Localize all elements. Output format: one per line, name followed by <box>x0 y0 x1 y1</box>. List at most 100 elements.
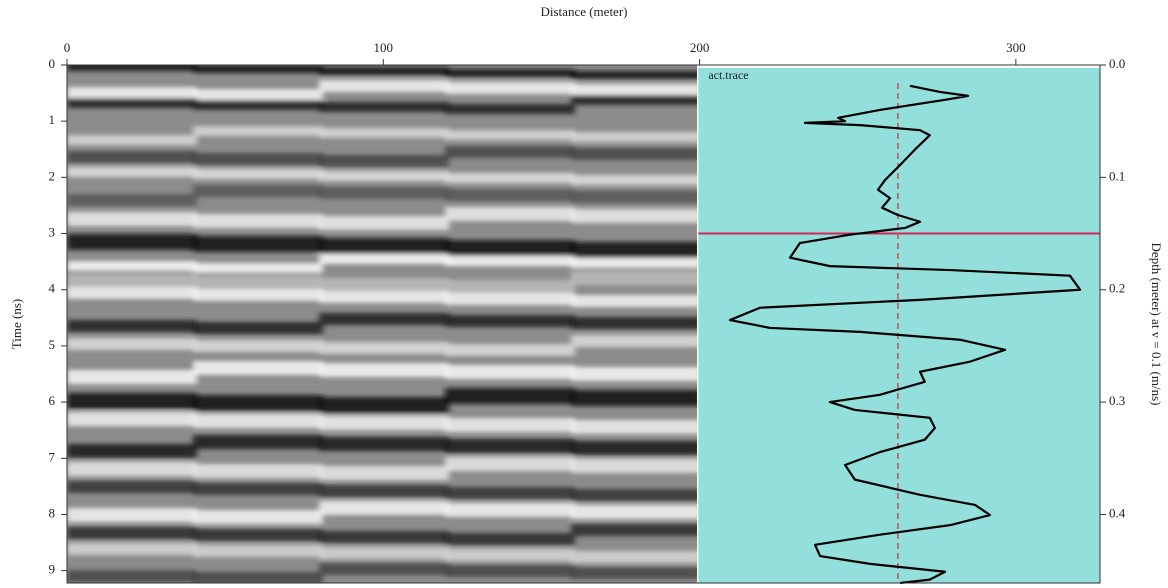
radargram-band <box>445 457 575 471</box>
radargram-band <box>67 274 197 288</box>
radargram-band <box>319 363 449 377</box>
radargram-band <box>571 441 697 455</box>
radargram-band <box>67 320 197 332</box>
radargram-band <box>193 169 323 179</box>
radargram-band <box>445 503 575 517</box>
radargram-band <box>67 65 197 71</box>
y-tick-label: 7 <box>49 449 56 464</box>
radargram-band <box>193 510 323 524</box>
radargram-band <box>319 238 449 254</box>
y-tick-label: 0 <box>49 56 56 71</box>
radargram-band <box>319 80 449 92</box>
trace-panel <box>698 68 1100 583</box>
radargram-band <box>445 549 575 561</box>
radargram-band <box>445 344 575 356</box>
radargram-band <box>319 216 449 230</box>
radargram-band <box>571 209 697 223</box>
radargram-band <box>193 483 323 495</box>
radargram-band <box>445 69 575 77</box>
radargram-band <box>571 175 697 185</box>
radargram-band <box>571 390 697 406</box>
radargram-band <box>193 89 323 101</box>
radargram-band <box>319 278 449 292</box>
radargram-band <box>193 65 323 73</box>
radargram-band <box>571 191 697 203</box>
radargram-band <box>445 565 575 577</box>
radargram-band <box>67 194 197 206</box>
radargram-band <box>445 487 575 499</box>
radargram-band <box>67 167 197 177</box>
radargram-band <box>319 397 449 413</box>
radargram-band <box>193 395 323 411</box>
radargram-band <box>67 151 197 163</box>
radargram-band <box>571 551 697 563</box>
x-tick-label: 200 <box>690 40 710 55</box>
radargram-band <box>67 527 197 539</box>
radargram-band <box>193 276 323 290</box>
radargram-band <box>67 444 197 458</box>
x-axis-title: Distance (meter) <box>541 4 628 19</box>
radargram-band <box>445 104 575 114</box>
radargram-band <box>571 524 697 536</box>
radargram-band <box>319 128 449 138</box>
radargram-band <box>319 313 449 325</box>
radargram-band <box>193 263 323 273</box>
radargram-band <box>67 462 197 476</box>
radargram-band <box>193 340 323 352</box>
radargram-band <box>193 153 323 165</box>
y-tick-label: 3 <box>49 225 56 240</box>
radargram-band <box>67 412 197 426</box>
x-tick-label: 100 <box>374 40 394 55</box>
radargram-band <box>571 420 697 434</box>
y-tick-label: 9 <box>49 562 56 577</box>
radargram-band <box>193 185 323 197</box>
radargram-band <box>193 214 323 228</box>
radargram-band <box>445 256 575 266</box>
radargram-band <box>445 418 575 432</box>
radargram-band <box>193 126 323 136</box>
radargram-band <box>319 102 449 112</box>
radargram-band <box>67 87 197 99</box>
radargram-band <box>67 287 197 299</box>
radargram-band <box>193 100 323 110</box>
radargram-band <box>319 563 449 575</box>
radargram-band <box>67 543 197 555</box>
radargram-band <box>193 464 323 478</box>
radargram-band <box>445 189 575 201</box>
radargram-band <box>571 258 697 268</box>
y-tick-label: 6 <box>49 393 56 408</box>
radargram-band <box>193 435 323 449</box>
y2-tick-label: 0.4 <box>1109 505 1126 520</box>
radargram-band <box>571 317 697 329</box>
trace-line <box>728 84 1082 585</box>
radargram-band <box>319 291 449 303</box>
trace-label: act.trace <box>708 68 748 82</box>
radargram-band <box>67 212 197 226</box>
radargram-band <box>319 254 449 264</box>
radargram-band <box>319 547 449 559</box>
radargram-band <box>571 71 697 79</box>
radargram-band <box>571 242 697 258</box>
radargram-band <box>571 567 697 579</box>
radargram-band <box>193 361 323 375</box>
radargram-band <box>67 98 197 108</box>
radargram-band <box>445 146 575 158</box>
y-axis-title: Time (ns) <box>9 299 24 349</box>
radargram-band <box>571 489 697 501</box>
y2-tick-label: 0.0 <box>1109 56 1125 71</box>
radargram-band <box>193 322 323 334</box>
y-tick-label: 4 <box>49 281 56 296</box>
radargram-band <box>67 338 197 350</box>
radargram-band <box>571 367 697 381</box>
radargram-band <box>67 570 197 582</box>
radargram-band <box>319 531 449 543</box>
y2-tick-label: 0.3 <box>1109 393 1125 408</box>
radargram-band <box>445 388 575 404</box>
radargram-band <box>319 416 449 430</box>
radargram-band <box>319 342 449 354</box>
radargram-band <box>319 171 449 181</box>
y-tick-label: 1 <box>49 112 56 127</box>
radargram-band <box>571 505 697 519</box>
radargram-band <box>445 173 575 183</box>
